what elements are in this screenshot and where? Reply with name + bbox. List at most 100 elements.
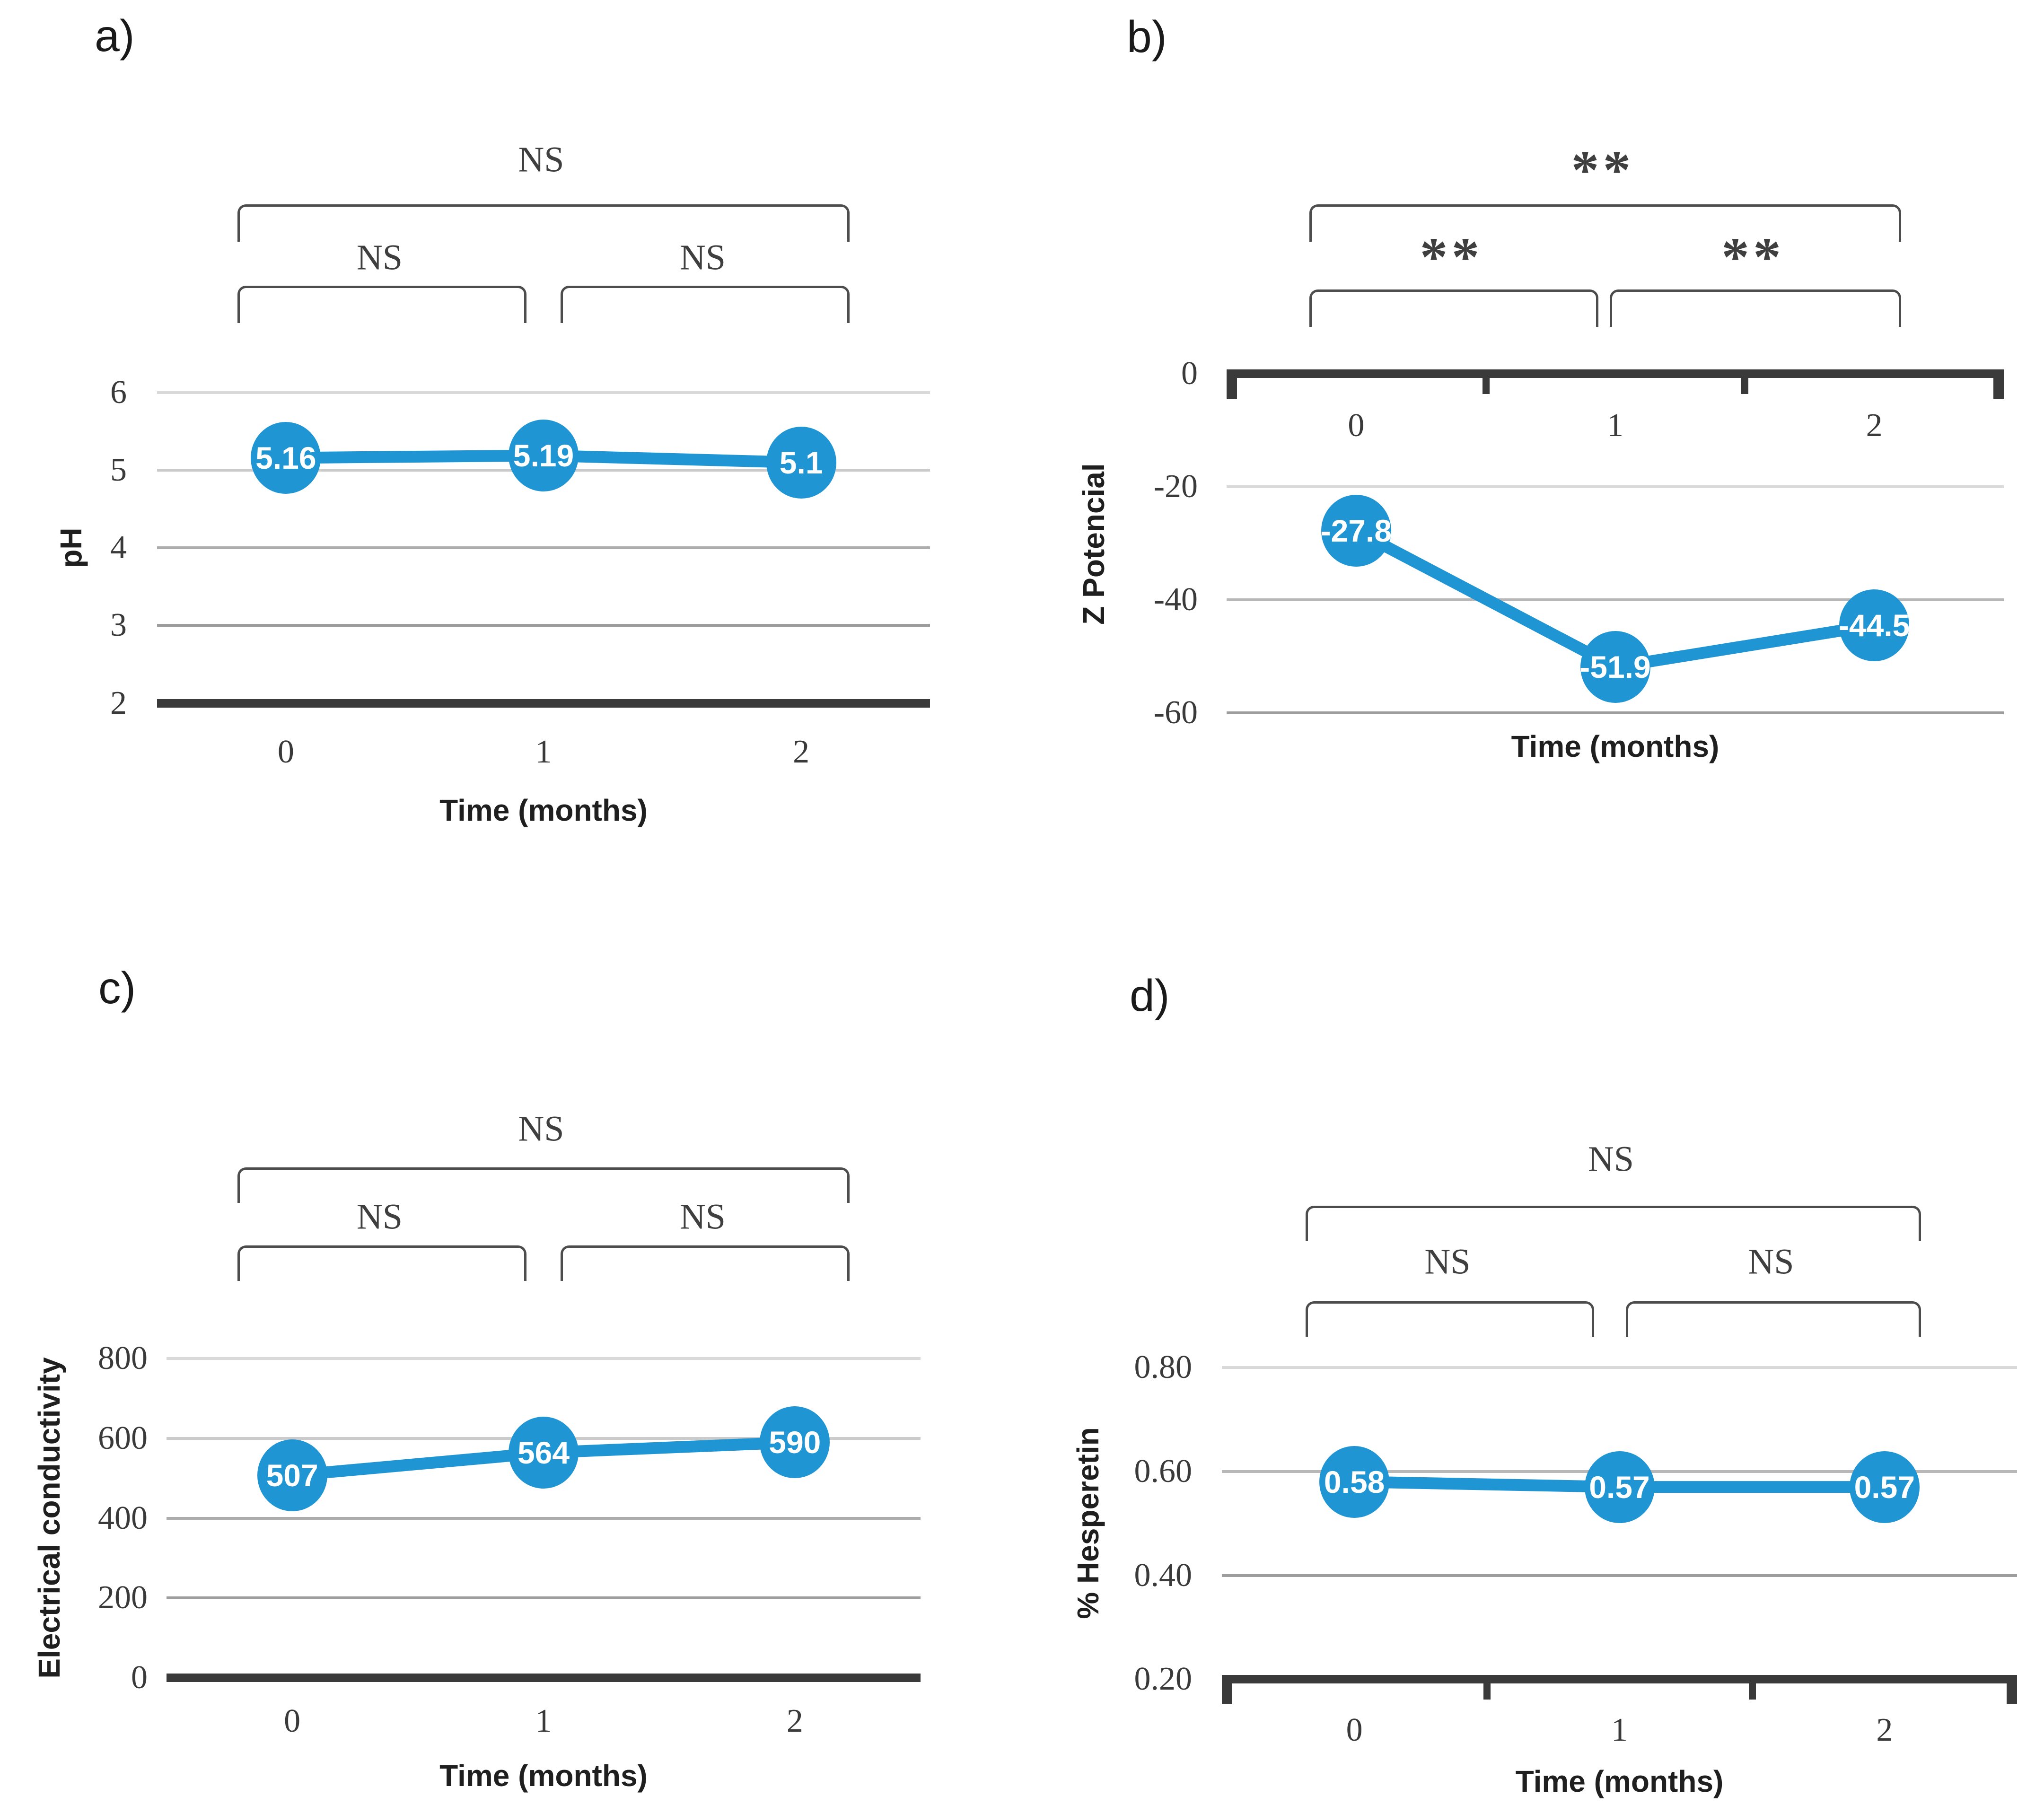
data-point-value-label: -51.9 — [1579, 649, 1651, 685]
x-axis-tick-mark — [1483, 1675, 1491, 1700]
data-point-marker: 5.1 — [766, 426, 836, 499]
significance-label-overall: NS — [518, 140, 564, 180]
y-axis-tick-label: 3 — [110, 607, 127, 643]
x-axis-tick-mark — [1748, 1675, 1756, 1700]
x-axis-tick-label: 0 — [1348, 407, 1365, 444]
data-point-marker: -27.8 — [1320, 495, 1392, 567]
data-point-value-label: 507 — [266, 1458, 318, 1493]
x-axis-tick-label: 2 — [1866, 407, 1883, 444]
significance-bracket-overall — [237, 204, 850, 242]
significance-label-pair_right: NS — [679, 1197, 726, 1237]
significance-label-overall: ** — [1571, 139, 1635, 201]
y-axis-tick-label: -60 — [1153, 694, 1198, 731]
y-axis-tick-label: 2 — [110, 685, 127, 721]
y-axis-tick-label: 5 — [110, 452, 127, 488]
x-axis-tick-label: 0 — [284, 1703, 301, 1739]
significance-bracket-overall — [237, 1167, 850, 1203]
y-axis-tick-label: 0 — [131, 1659, 148, 1696]
significance-bracket-left-pair — [237, 1245, 526, 1281]
data-point-marker: -44.5 — [1838, 589, 1910, 661]
data-point-marker: 507 — [257, 1439, 327, 1512]
x-axis-tick-label: 2 — [793, 734, 810, 770]
significance-bracket-left-pair — [1306, 1301, 1594, 1337]
significance-label-overall: NS — [1588, 1139, 1634, 1179]
data-point-value-label: 5.1 — [779, 445, 823, 480]
y-axis-tick-label: 4 — [110, 529, 127, 566]
panel-a: a) NS NS NS 6 5 4 3 2 pH 0 1 2 Time (months) 5.16 5.19 5… — [0, 0, 1022, 907]
data-point-value-label: 590 — [769, 1425, 821, 1460]
significance-label-pair_right: NS — [1748, 1242, 1794, 1282]
data-point-value-label: 5.16 — [255, 440, 316, 475]
panel-letter-label: c) — [98, 963, 136, 1013]
data-point-marker: 0.58 — [1319, 1446, 1390, 1518]
gridline — [1222, 1574, 2017, 1577]
y-axis-tick-label: -40 — [1153, 581, 1198, 618]
series-line-svg — [1350, 525, 1880, 674]
y-axis-tick-label: 200 — [98, 1579, 148, 1616]
data-point-marker: 0.57 — [1849, 1451, 1920, 1523]
x-axis-line — [1227, 369, 2004, 378]
x-axis-tick-mark — [2007, 1675, 2017, 1704]
x-axis-tick-label: 1 — [1611, 1712, 1628, 1748]
gridline — [1227, 598, 2004, 601]
x-axis-line — [157, 699, 930, 708]
gridline — [167, 1357, 921, 1360]
gridline — [167, 1596, 921, 1599]
significance-bracket-left-pair — [1309, 289, 1598, 327]
x-axis-title: Time (months) — [1515, 1764, 1724, 1798]
data-point-marker: 0.57 — [1584, 1451, 1655, 1523]
significance-label-pair_left: NS — [356, 1197, 403, 1237]
x-axis-tick-label: 1 — [535, 734, 552, 770]
x-axis-tick-mark — [1227, 369, 1237, 399]
gridline — [157, 391, 930, 394]
significance-label-pair_right: NS — [679, 237, 726, 278]
y-axis-tick-label: 0 — [1181, 355, 1198, 392]
panel-letter-label: a) — [95, 11, 135, 61]
significance-label-pair_right: ** — [1721, 226, 1785, 288]
x-axis-tick-label: 2 — [786, 1703, 803, 1739]
y-axis-tick-label: 0.40 — [1134, 1557, 1193, 1594]
x-axis-line — [1222, 1675, 2017, 1683]
x-axis-tick-mark — [1993, 369, 2004, 399]
panel-c: c) NS NS NS 800 600 400 200 0 Electrical conducti… — [0, 907, 1022, 1814]
gridline — [167, 1517, 921, 1520]
x-axis-title: Time (months) — [1511, 729, 1719, 763]
data-point-marker: 564 — [509, 1417, 579, 1489]
panel-letter-label: b) — [1127, 12, 1167, 62]
y-axis-tick-label: 0.80 — [1134, 1349, 1193, 1385]
y-axis-tick-label: 0.60 — [1134, 1453, 1193, 1490]
x-axis-tick-label: 0 — [1346, 1712, 1363, 1748]
significance-bracket-overall — [1309, 204, 1901, 242]
panel-letter-label: d) — [1130, 971, 1170, 1021]
series-line-svg — [1348, 1476, 1891, 1493]
data-point-marker: 5.16 — [251, 421, 321, 494]
y-axis-tick-label: 800 — [98, 1340, 148, 1376]
significance-label-pair_left: NS — [1424, 1242, 1471, 1282]
panel-d: d) NS NS NS 0.80 0.60 0.40 0.20% Hesperetin 0 1 2 T… — [1022, 907, 2044, 1814]
x-axis-title: Time (months) — [439, 1759, 648, 1793]
significance-label-overall: NS — [518, 1109, 564, 1149]
data-point-value-label: -44.5 — [1838, 607, 1910, 643]
gridline — [1222, 1366, 2017, 1369]
y-axis-tick-label: 6 — [110, 374, 127, 411]
y-axis-tick-label: 0.20 — [1134, 1661, 1193, 1697]
significance-bracket-left-pair — [237, 286, 526, 323]
x-axis-tick-label: 2 — [1876, 1712, 1893, 1748]
x-axis-tick-mark — [1741, 369, 1749, 394]
x-axis-tick-label: 1 — [535, 1703, 552, 1739]
gridline — [1227, 711, 2004, 714]
significance-bracket-right-pair — [1626, 1301, 1921, 1337]
data-point-marker: 590 — [760, 1406, 830, 1479]
data-point-marker: 5.19 — [509, 420, 579, 492]
x-axis-title: Time (months) — [439, 793, 648, 827]
series-line-svg — [286, 1436, 801, 1481]
significance-label-pair_left: NS — [356, 237, 403, 278]
data-point-value-label: 0.58 — [1324, 1464, 1385, 1499]
y-axis-tick-label: 600 — [98, 1420, 148, 1456]
significance-bracket-right-pair — [561, 286, 850, 323]
x-axis-tick-mark — [1222, 1675, 1232, 1704]
data-point-value-label: 5.19 — [513, 438, 574, 473]
data-point-marker: -51.9 — [1579, 631, 1651, 703]
data-point-value-label: -27.8 — [1320, 513, 1392, 549]
